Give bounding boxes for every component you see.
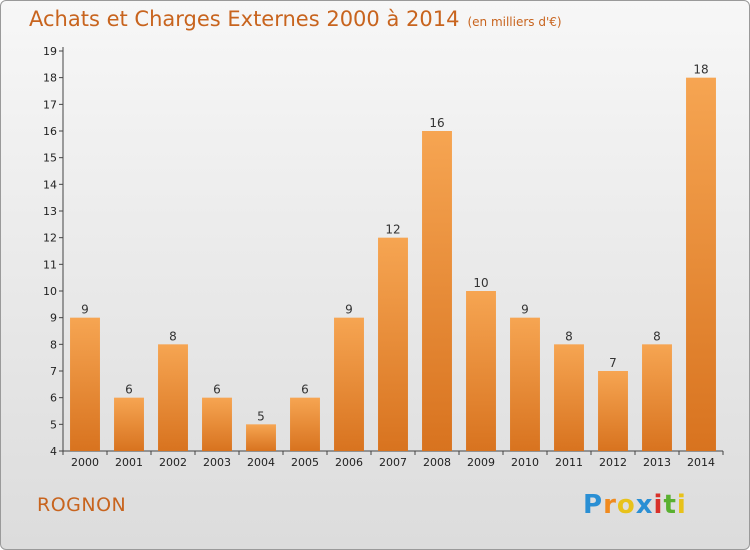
proxiti-logo: Proxiti [583,490,687,520]
data-label: 6 [213,383,221,397]
bar [70,317,100,451]
y-tick-label: 14 [43,178,57,191]
y-tick-label: 10 [43,285,57,298]
x-tick-label: 2012 [599,456,627,469]
data-label: 8 [169,329,177,343]
y-tick-label: 9 [50,312,57,325]
y-tick-label: 19 [43,45,57,58]
x-tick-label: 2003 [203,456,231,469]
x-tick-label: 2011 [555,456,583,469]
y-tick-label: 7 [50,365,57,378]
y-tick-label: 12 [43,232,57,245]
data-label: 9 [345,303,353,317]
logo-letter: P [583,490,604,520]
bar [158,344,188,451]
bar [290,397,320,451]
data-label: 5 [257,409,265,423]
bars [70,77,716,452]
logo-letter: i [676,490,687,520]
bar [334,317,364,451]
bar [378,237,408,451]
bar [686,77,716,452]
data-label: 8 [653,329,661,343]
chart-title: Achats et Charges Externes 2000 à 2014 (e… [29,7,562,31]
x-tick-label: 2014 [687,456,715,469]
data-label: 18 [693,63,708,77]
x-tick-label: 2009 [467,456,495,469]
x-tick-label: 2013 [643,456,671,469]
y-tick-label: 16 [43,125,57,138]
data-label: 9 [521,303,529,317]
data-label: 9 [81,303,89,317]
data-label: 7 [609,356,617,370]
data-label: 16 [429,116,444,130]
bar [202,397,232,451]
x-tick-label: 2001 [115,456,143,469]
y-tick-label: 13 [43,205,57,218]
bar [642,344,672,451]
title-unit: (en milliers d'€) [467,15,562,29]
y-tick-label: 6 [50,392,57,405]
bar [466,291,496,451]
y-tick-label: 11 [43,258,57,271]
data-label: 8 [565,329,573,343]
x-tick-label: 2007 [379,456,407,469]
x-tick-label: 2002 [159,456,187,469]
bar [114,397,144,451]
data-labels: 9 6 8 6 5 6 9 12 16 10 9 8 7 8 18 [81,63,708,424]
title-text: Achats et Charges Externes 2000 à 2014 [29,7,460,31]
data-label: 12 [385,223,400,237]
logo-letter: t [663,490,677,520]
bar [246,424,276,451]
data-label: 6 [125,383,133,397]
logo-letter: r [603,490,617,520]
x-tick-label: 2005 [291,456,319,469]
bar [510,317,540,451]
bar [422,131,452,451]
logo-letter: x [635,490,654,520]
logo-letter: o [616,490,636,520]
x-tick-label: 2008 [423,456,451,469]
x-tick-label: 2004 [247,456,275,469]
x-tick-label: 2010 [511,456,539,469]
data-label: 10 [473,276,488,290]
x-tick-label: 2000 [71,456,99,469]
y-tick-label: 5 [50,418,57,431]
logo-letter: i [653,490,664,520]
y-tick-label: 18 [43,72,57,85]
y-tick-label: 17 [43,98,57,111]
y-tick-label: 15 [43,152,57,165]
x-tick-label: 2006 [335,456,363,469]
y-tick-label: 4 [50,445,57,458]
data-label: 6 [301,383,309,397]
bar [598,371,628,451]
axes: 4 5 6 7 8 9 10 11 12 13 14 15 16 17 18 19 2000 2001 2002 20… [43,45,724,469]
bar [554,344,584,451]
y-tick-label: 8 [50,338,57,351]
commune-name: ROGNON [37,494,127,516]
